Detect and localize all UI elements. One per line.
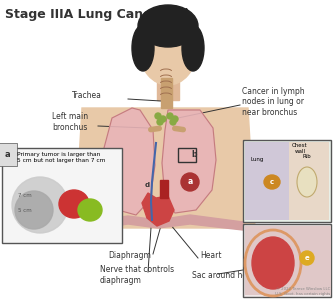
Text: a: a [5,150,11,159]
Text: a: a [187,178,192,187]
Circle shape [155,113,161,119]
Ellipse shape [138,5,198,47]
Text: Lung: Lung [250,157,264,162]
Text: e: e [305,255,309,261]
Bar [243,224,331,297]
Text: Left main
bronchus: Left main bronchus [52,112,88,132]
Ellipse shape [78,199,102,221]
Polygon shape [162,110,216,213]
FancyArrowPatch shape [151,128,159,130]
Circle shape [172,116,178,122]
Text: Primary tumor is larger than
5 cm but not larger than 7 cm: Primary tumor is larger than 5 cm but no… [17,152,105,163]
Text: Nerve that controls
diaphragm: Nerve that controls diaphragm [100,265,174,285]
Bar [160,180,168,198]
Circle shape [300,251,314,265]
Bar [161,78,172,108]
Text: Heart: Heart [200,251,221,260]
Ellipse shape [132,25,154,71]
Text: 7 cm: 7 cm [18,193,32,198]
Circle shape [12,177,68,233]
Ellipse shape [297,167,317,197]
Circle shape [15,191,53,229]
Text: Rib: Rib [303,154,311,159]
Polygon shape [142,193,174,226]
Text: Cancer in lymph
nodes in lung or
near bronchus: Cancer in lymph nodes in lung or near br… [242,87,305,117]
Text: b: b [191,150,197,159]
Text: c: c [270,179,274,185]
Ellipse shape [140,19,196,85]
Text: Sac around heart: Sac around heart [192,272,258,280]
Circle shape [167,113,173,119]
Ellipse shape [252,237,294,289]
Text: 5 cm: 5 cm [18,208,32,213]
Bar [245,142,289,220]
Polygon shape [75,108,255,228]
Ellipse shape [264,175,280,189]
Circle shape [170,119,176,125]
Bar [243,140,331,222]
Text: Trachea: Trachea [72,92,102,100]
Circle shape [157,119,163,125]
FancyArrowPatch shape [175,128,183,130]
Ellipse shape [181,173,199,191]
Polygon shape [88,215,243,230]
Circle shape [160,116,166,122]
Ellipse shape [59,190,89,218]
Text: Chest
wall: Chest wall [292,143,308,154]
Text: Stage IIIA Lung Cancer (2): Stage IIIA Lung Cancer (2) [5,8,190,21]
Bar [245,226,331,295]
Ellipse shape [182,25,204,71]
Polygon shape [104,108,155,215]
Bar [289,142,329,220]
Text: © 2022 Terese Winslow LLC
U.S. Govt. has certain rights: © 2022 Terese Winslow LLC U.S. Govt. has… [275,287,330,296]
Text: Membrane covering
the lung or chest wall: Membrane covering the lung or chest wall [243,226,306,237]
Bar [157,78,179,100]
Bar [2,148,122,243]
Text: Diaphragm: Diaphragm [108,251,151,260]
Bar [178,148,196,162]
Text: d: d [145,182,150,188]
